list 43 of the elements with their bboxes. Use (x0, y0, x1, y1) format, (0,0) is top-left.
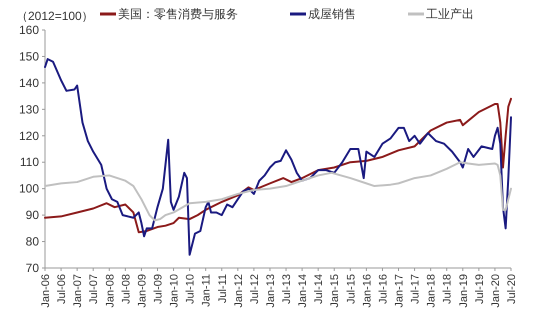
y-tick-label: 80 (26, 234, 40, 249)
y-tick-label: 150 (18, 49, 40, 64)
y-tick-label: 70 (26, 261, 40, 275)
y-tick-label: 140 (18, 76, 40, 90)
x-tick-label: Jul-07 (88, 274, 100, 304)
x-tick-label: Jul-09 (152, 274, 164, 304)
x-tick-label: Jan-18 (426, 274, 438, 308)
x-tick-label: Jul-10 (184, 274, 197, 304)
legend-label: 成屋销售 (308, 7, 356, 21)
x-tick-label: Jul-14 (313, 274, 326, 304)
y-axis-title: （2012=100） (16, 9, 94, 23)
x-tick-label: Jul-06 (56, 274, 68, 304)
x-tick-label: Jan-11 (200, 274, 213, 307)
x-tick-label: Jul-17 (410, 274, 422, 304)
y-tick-label: 110 (20, 155, 40, 170)
x-tick-label: Jan-15 (329, 274, 342, 308)
x-tick-label: Jul-18 (442, 274, 454, 304)
x-tick-label: Jul-16 (377, 274, 390, 304)
x-tick-label: Jul-12 (248, 274, 261, 304)
x-tick-label: Jan-13 (264, 274, 277, 308)
x-tick-label: Jan-08 (104, 274, 116, 308)
x-tick-label: Jan-17 (394, 274, 406, 308)
x-tick-label: Jul-19 (474, 274, 486, 304)
y-tick-label: 120 (18, 128, 40, 143)
x-tick-label: Jan-07 (72, 274, 84, 308)
y-tick-label: 100 (18, 182, 40, 196)
x-tick-label: Jul-08 (120, 274, 132, 304)
x-tick-label: Jul-15 (345, 274, 358, 304)
legend-label: 工业产出 (426, 7, 474, 21)
y-tick-label: 160 (18, 23, 40, 37)
x-tick-label: Jan-19 (458, 274, 470, 308)
x-tick-label: Jan-09 (136, 274, 148, 308)
y-tick-label: 130 (18, 102, 40, 116)
x-tick-label: Jul-13 (281, 274, 294, 304)
x-tick-label: Jan-20 (490, 274, 502, 308)
x-tick-label: Jul-20 (506, 274, 518, 304)
x-tick-label: Jan-10 (168, 274, 181, 308)
y-tick-label: 90 (26, 208, 40, 222)
x-tick-label: Jan-14 (297, 274, 310, 308)
x-tick-label: Jan-12 (232, 274, 245, 308)
x-tick-label: Jan-16 (361, 274, 374, 308)
x-tick-label: Jan-06 (40, 274, 52, 308)
x-tick-label: Jul-11 (216, 274, 229, 304)
